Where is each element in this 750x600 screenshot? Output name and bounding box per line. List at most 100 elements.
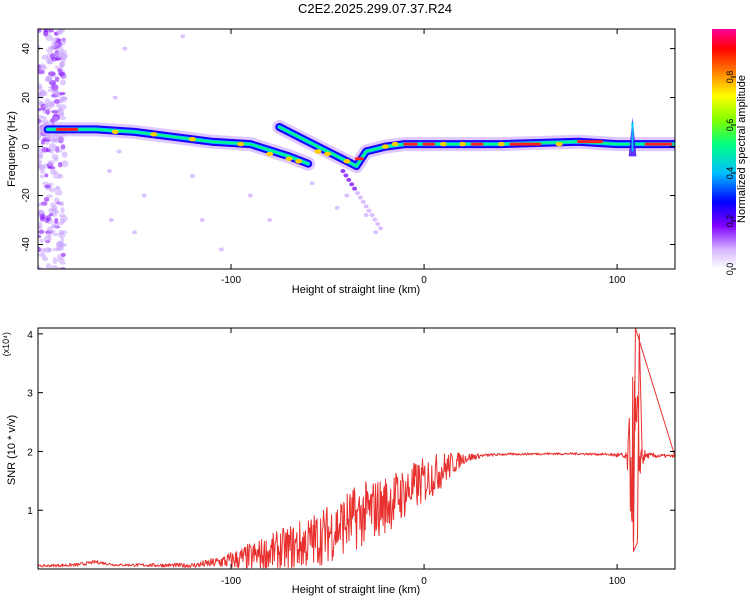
snr-multiplier: (x10⁴) <box>1 332 11 356</box>
noise-blob <box>56 38 62 42</box>
noise-blob <box>38 147 42 154</box>
colorbar <box>712 29 736 269</box>
noise-blob <box>43 197 50 202</box>
noise-blob <box>51 264 59 269</box>
snr-ytick-label: 2 <box>27 447 33 458</box>
spectrogram-plot <box>38 29 675 269</box>
noise-blob <box>38 107 42 112</box>
noise-blob <box>44 98 51 106</box>
colorbar-label: Normalized spectral amplitude <box>736 75 748 223</box>
noise-blob <box>52 248 60 252</box>
noise-blob <box>116 149 122 154</box>
noise-blob <box>340 169 346 174</box>
noise-blob <box>38 229 45 235</box>
noise-blob <box>41 252 46 259</box>
amplitude-peak <box>150 132 158 137</box>
noise-blob <box>39 238 44 243</box>
noise-blob <box>38 100 44 107</box>
noise-blob <box>60 215 68 222</box>
snr-xtick-label: 100 <box>609 576 626 587</box>
colorbar-axes: 0.0 0.2 0.4 0.6 0.8 <box>725 71 736 276</box>
page-title: C2E2.2025.299.07.37.R24 <box>298 1 452 16</box>
noise-blob <box>51 136 56 144</box>
noise-blob <box>60 160 69 168</box>
noise-blob <box>334 205 340 210</box>
noise-blob <box>53 157 59 162</box>
amplitude-peak <box>111 129 119 135</box>
noise-blob <box>40 138 46 145</box>
snr-ytick-label: 3 <box>27 389 33 400</box>
noise-blob <box>54 189 63 196</box>
noise-blob <box>59 261 66 265</box>
noise-blob <box>54 197 60 204</box>
snr-ytick-label: 4 <box>27 330 33 341</box>
noise-blob <box>122 46 128 51</box>
noise-blob <box>44 173 49 178</box>
noise-blob <box>50 110 59 114</box>
noise-blob <box>360 199 366 204</box>
noise-blob <box>49 101 56 108</box>
noise-blob <box>45 109 51 115</box>
spectrogram-ytick-label: -40 <box>21 237 32 252</box>
noise-blob <box>50 52 56 60</box>
snr-xlabel: Height of straight line (km) <box>292 584 420 596</box>
noise-blob <box>38 234 42 239</box>
noise-blob <box>43 30 49 37</box>
noise-blob <box>47 88 53 93</box>
noise-blob <box>247 193 253 198</box>
noise-blob <box>56 135 65 142</box>
noise-blob <box>47 45 56 50</box>
noise-blob <box>60 49 67 55</box>
amplitude-peak <box>459 141 467 147</box>
noise-blob <box>38 159 43 165</box>
noise-blob <box>309 181 315 186</box>
spectrogram-axes: -100 0 100 -40 -20 0 20 40 <box>21 29 675 286</box>
amplitude-peak <box>391 141 399 147</box>
noise-blob <box>59 96 68 103</box>
noise-blob <box>369 213 375 218</box>
spectral-ridge-2-outer <box>275 123 675 171</box>
noise-blob <box>54 76 60 82</box>
noise-blob <box>39 174 45 179</box>
noise-blob <box>267 218 273 223</box>
colorbar-tick-label: 0.4 <box>725 167 735 180</box>
noise-blob <box>352 186 358 191</box>
noise-blob <box>45 34 54 42</box>
noise-blob <box>344 193 350 198</box>
noise-blob <box>56 29 64 35</box>
noise-blob <box>106 169 112 174</box>
noise-blob <box>46 57 53 65</box>
noise-blob <box>50 202 56 208</box>
noise-blob <box>38 69 45 75</box>
noise-blob <box>49 148 55 154</box>
noise-blob <box>57 173 64 179</box>
noise-blob <box>38 86 43 90</box>
noise-blob <box>180 34 186 39</box>
noise-blob <box>46 247 52 253</box>
noise-blob <box>132 230 138 235</box>
colorbar-tick-label: 0.8 <box>725 71 735 84</box>
noise-blob <box>43 236 50 243</box>
noise-blob <box>47 71 56 77</box>
noise-blob <box>343 173 349 178</box>
noise-blob <box>41 147 49 153</box>
noise-blob <box>60 144 66 150</box>
noise-blob <box>58 201 63 206</box>
noise-blob <box>41 116 47 120</box>
snr-xtick-label: -100 <box>221 576 241 587</box>
noise-blob <box>58 71 65 77</box>
snr-xtick-label: 0 <box>421 576 427 587</box>
noise-blob <box>59 115 66 121</box>
noise-blob <box>199 218 205 223</box>
noise-blob <box>373 230 379 235</box>
noise-blob <box>49 169 56 175</box>
noise-blob <box>48 143 56 149</box>
noise-blob <box>46 48 54 54</box>
noise-blob <box>57 161 63 168</box>
noise-blob <box>54 52 61 59</box>
noise-blob <box>108 218 114 223</box>
amplitude-peak <box>324 151 332 157</box>
colorbar-tick-label: 0.0 <box>725 263 735 276</box>
noise-blob <box>47 182 54 186</box>
noise-blob <box>112 95 118 100</box>
